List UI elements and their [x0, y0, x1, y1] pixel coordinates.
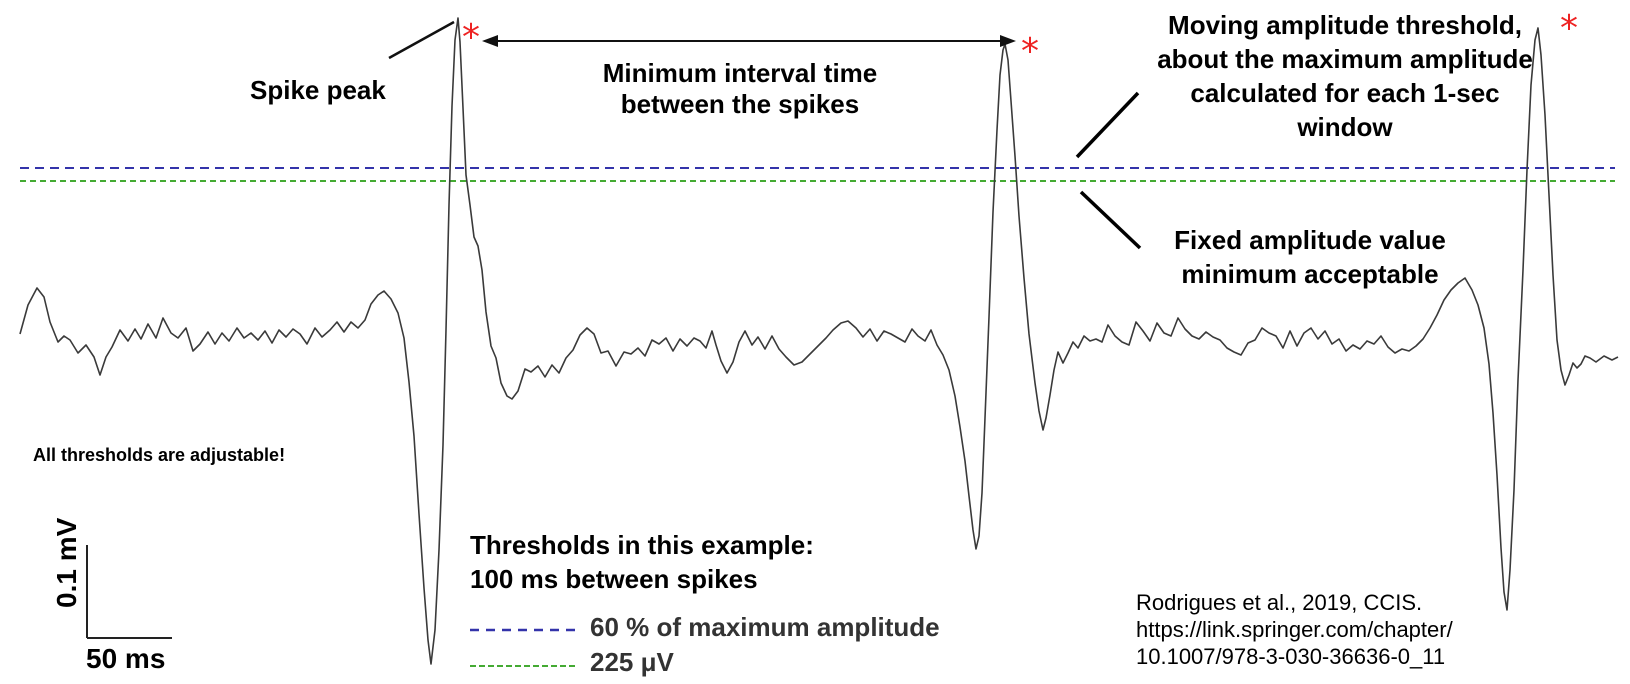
moving-threshold-line4: window — [1297, 112, 1393, 142]
moving-threshold-label: Moving amplitude threshold, about the ma… — [1125, 8, 1565, 144]
interval-label-line1: Minimum interval time — [602, 58, 878, 88]
spike-marker-3: * — [1560, 8, 1578, 49]
citation-line3: 10.1007/978-3-030-36636-0_11 — [1136, 644, 1446, 669]
fixed-threshold-pointer — [1079, 190, 1142, 250]
legend-label-fixed: 225 μV — [590, 647, 674, 677]
spike-peak-label: Spike peak — [250, 75, 386, 105]
moving-threshold-line1: Moving amplitude threshold, — [1168, 10, 1522, 40]
citation-line1: Rodrigues et al., 2019, CCIS. — [1136, 590, 1423, 615]
citation-line2: https://link.springer.com/chapter/ — [1136, 617, 1453, 642]
double-headed-arrow-icon — [482, 35, 1016, 47]
adjustable-note: All thresholds are adjustable! — [33, 445, 286, 465]
example-heading-line1: Thresholds in this example: — [470, 530, 814, 560]
citation: Rodrigues et al., 2019, CCIS. https://li… — [1136, 589, 1453, 670]
fixed-threshold-line2: minimum acceptable — [1181, 259, 1439, 289]
fixed-threshold-label: Fixed amplitude value minimum acceptable — [1140, 223, 1480, 291]
scale-bar-vertical-label: 0.1 mV — [51, 517, 82, 608]
spike-marker-2: * — [1021, 31, 1039, 72]
asterisk-icon: * — [1560, 8, 1578, 49]
scale-bar-horizontal-label: 50 ms — [86, 643, 166, 674]
moving-threshold-line2: about the maximum amplitude — [1157, 44, 1533, 74]
example-heading-line2: 100 ms between spikes — [470, 564, 758, 594]
scale-bar — [86, 545, 172, 639]
eeg-trace — [19, 17, 1619, 665]
fixed-threshold-line1: Fixed amplitude value — [1174, 225, 1446, 255]
moving-threshold-line3: calculated for each 1-sec — [1190, 78, 1500, 108]
legend-label-moving: 60 % of maximum amplitude — [590, 612, 940, 642]
asterisk-icon: * — [462, 17, 480, 58]
asterisk-icon: * — [1021, 31, 1039, 72]
interval-label: Minimum interval time between the spikes — [565, 58, 915, 120]
moving-threshold-pointer — [1075, 91, 1140, 159]
interval-label-line2: between the spikes — [620, 89, 860, 120]
example-heading: Thresholds in this example: 100 ms betwe… — [470, 528, 814, 596]
spike-marker-1: * — [462, 17, 480, 58]
spike-peak-pointer — [388, 20, 455, 60]
